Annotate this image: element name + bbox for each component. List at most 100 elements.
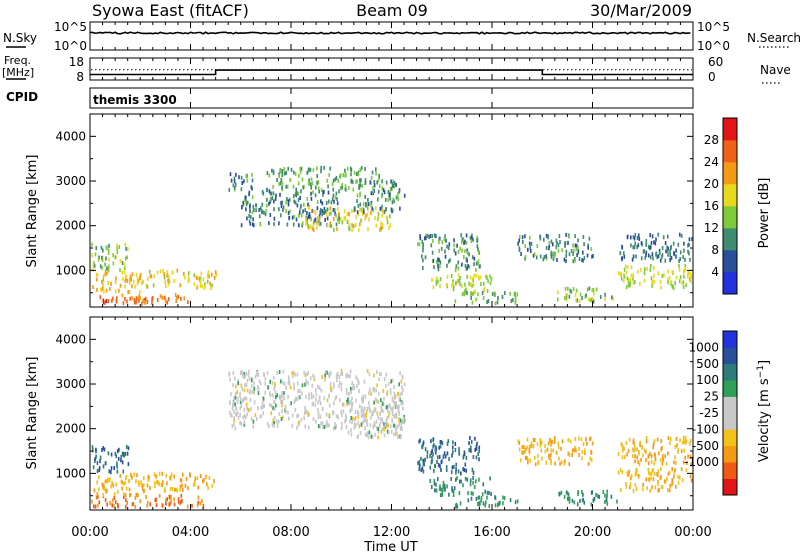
range-gate-cell	[255, 208, 257, 213]
range-gate-cell	[461, 237, 464, 242]
range-gate-cell	[490, 492, 492, 496]
range-gate-cell	[282, 205, 285, 210]
range-gate-cell	[690, 279, 692, 284]
range-gate-cell	[465, 287, 467, 292]
range-gate-cell	[340, 426, 343, 431]
range-gate-cell	[179, 487, 181, 492]
range-gate-cell	[581, 296, 583, 301]
range-gate-cell	[439, 263, 441, 268]
range-gate-cell	[629, 282, 631, 287]
range-gate-cell	[619, 271, 622, 276]
range-gate-cell	[167, 297, 170, 302]
range-gate-cell	[272, 393, 274, 398]
colorbar-swatch	[723, 331, 737, 348]
range-gate-cell	[323, 207, 326, 211]
range-gate-cell	[321, 375, 323, 380]
range-gate-cell	[360, 166, 363, 170]
range-gate-cell	[114, 255, 116, 260]
range-gate-cell	[337, 415, 340, 420]
range-gate-cell	[112, 296, 114, 301]
range-gate-cell	[649, 471, 651, 476]
range-gate-cell	[228, 372, 230, 377]
range-gate-cell	[177, 497, 180, 502]
range-gate-cell	[626, 265, 629, 270]
range-gate-cell	[302, 209, 304, 214]
range-gate-cell	[444, 487, 446, 492]
range-gate-cell	[459, 282, 461, 287]
range-gate-cell	[465, 266, 468, 271]
range-gate-cell	[280, 416, 283, 421]
range-gate-cell	[308, 212, 311, 216]
range-gate-cell	[595, 493, 597, 497]
range-gate-cell	[385, 372, 388, 377]
range-gate-cell	[634, 454, 636, 459]
range-gate-cell	[484, 503, 486, 508]
range-gate-cell	[259, 414, 261, 419]
range-gate-cell	[273, 199, 275, 204]
range-gate-cell	[125, 498, 127, 503]
range-gate-cell	[620, 442, 623, 447]
range-gate-cell	[317, 186, 320, 191]
range-gate-cell	[478, 445, 481, 450]
colorbar-tick-label: 8	[711, 243, 719, 257]
range-gate-cell	[478, 448, 480, 453]
range-gate-cell	[281, 169, 284, 173]
range-gate-cell	[452, 287, 455, 292]
range-gate-cell	[356, 210, 359, 215]
range-gate-cell	[156, 270, 159, 275]
range-gate-cell	[242, 397, 245, 402]
range-gate-cell	[166, 497, 168, 502]
range-gate-cell	[568, 234, 570, 239]
range-gate-cell	[649, 246, 651, 250]
x-tick-label: 00:00	[71, 525, 108, 540]
colorbar-tick-label: 28	[704, 133, 719, 147]
range-gate-cell	[98, 487, 100, 492]
range-gate-cell	[323, 396, 325, 401]
range-gate-cell	[106, 246, 108, 251]
range-gate-cell	[280, 200, 282, 205]
range-gate-cell	[366, 202, 368, 207]
range-gate-cell	[278, 207, 280, 212]
range-gate-cell	[134, 495, 137, 500]
range-gate-cell	[263, 210, 265, 215]
range-gate-cell	[440, 440, 443, 445]
range-gate-cell	[528, 445, 531, 449]
range-gate-cell	[257, 391, 260, 395]
y-tick-label: 1000	[55, 263, 86, 277]
range-gate-cell	[629, 476, 632, 481]
range-gate-cell	[553, 254, 555, 259]
range-gate-cell	[101, 286, 104, 291]
freq-tick-bottom: 8	[76, 70, 84, 84]
range-gate-cell	[400, 423, 403, 428]
range-gate-cell	[576, 253, 578, 258]
range-gate-cell	[246, 178, 249, 183]
range-gate-cell	[660, 285, 662, 290]
range-gate-cell	[326, 370, 328, 375]
range-gate-cell	[287, 166, 289, 171]
range-gate-cell	[287, 377, 290, 382]
range-gate-cell	[183, 296, 185, 301]
range-gate-cell	[668, 488, 671, 493]
range-gate-cell	[559, 240, 561, 244]
range-gate-cell	[110, 470, 112, 475]
range-gate-cell	[575, 243, 578, 248]
range-gate-cell	[422, 258, 424, 263]
range-gate-cell	[432, 444, 434, 449]
range-gate-cell	[296, 191, 298, 196]
range-gate-cell	[421, 254, 423, 259]
range-gate-cell	[279, 181, 282, 186]
range-gate-cell	[336, 378, 338, 382]
range-gate-cell	[239, 400, 242, 405]
range-gate-cell	[632, 245, 634, 250]
range-gate-cell	[114, 280, 117, 285]
range-gate-cell	[197, 485, 199, 490]
range-gate-cell	[682, 255, 684, 260]
range-gate-cell	[679, 275, 682, 280]
range-gate-cell	[333, 208, 336, 213]
range-gate-cell	[474, 436, 476, 441]
range-gate-cell	[518, 238, 520, 243]
range-gate-cell	[102, 446, 104, 451]
range-gate-cell	[476, 235, 478, 240]
range-gate-cell	[666, 245, 668, 250]
range-gate-cell	[243, 375, 245, 380]
